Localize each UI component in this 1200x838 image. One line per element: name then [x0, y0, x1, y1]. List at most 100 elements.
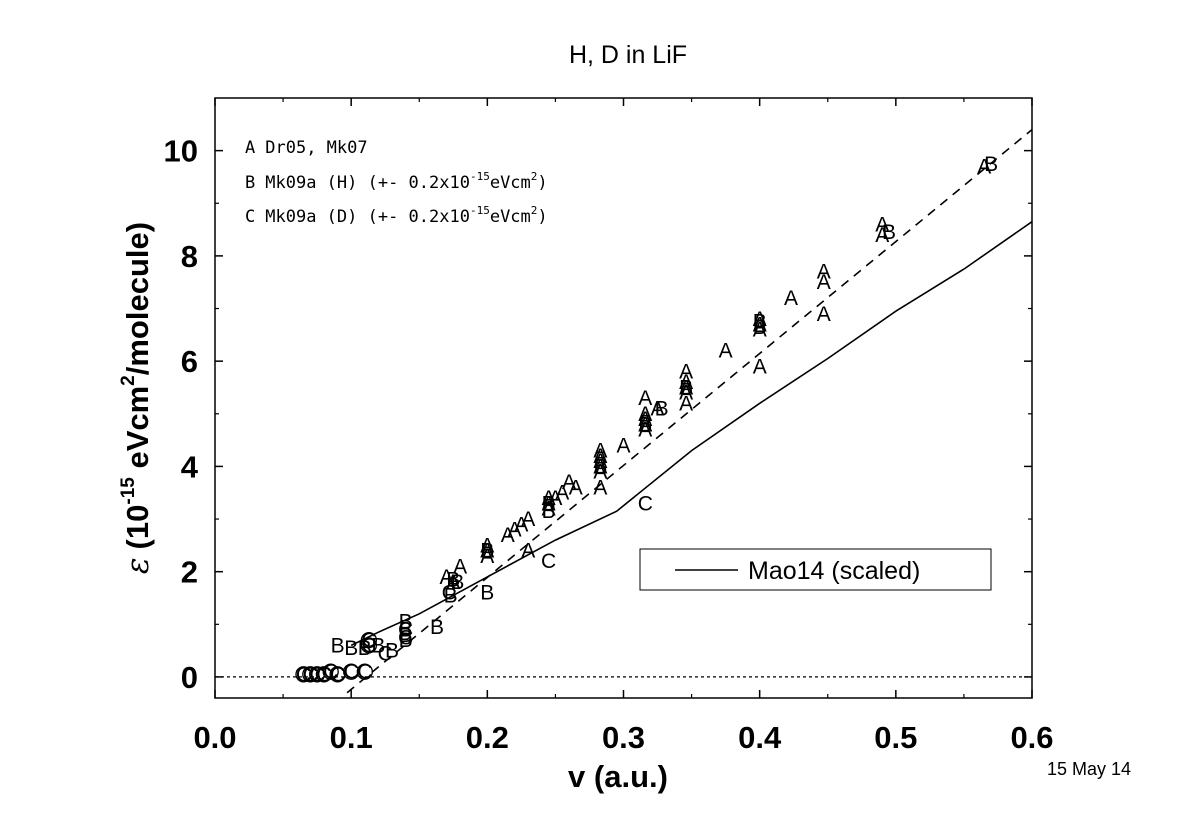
point-b-0: B [331, 634, 345, 657]
point-a-33: A [679, 377, 693, 400]
point-a-40: A [753, 355, 767, 378]
point-c-14: C [541, 550, 556, 573]
open-circle-4 [322, 663, 339, 680]
point-b-13: B [480, 582, 494, 605]
axis-ticks: 0.0 0.1 0.2 0.3 0.4 0.5 0.6 0 2 4 6 8 10 [164, 98, 1054, 755]
fit-line-dashed [346, 128, 1033, 694]
annotation-b-exp: -15 [470, 170, 490, 183]
point-a-18: A [593, 440, 607, 463]
point-a-8: A [514, 513, 528, 536]
x-tick-label-5: 0.5 [874, 720, 917, 755]
point-a-21: A [593, 455, 607, 478]
point-a-9: A [521, 508, 535, 531]
point-a-29: A [638, 419, 652, 442]
point-b-7: B [399, 624, 413, 647]
point-a-27: A [638, 408, 652, 431]
annotation-c-unit: eVcm [490, 207, 531, 227]
point-a-42: A [817, 261, 831, 284]
point-a-2: A [453, 555, 467, 578]
annotation-a-text: Dr05, Mk07 [265, 138, 367, 158]
annotation-b-text: Mk09a (H) (+- 0.2x10 [265, 173, 470, 193]
point-a-14: A [548, 487, 562, 510]
point-a-43: A [817, 271, 831, 294]
point-a-6: A [501, 524, 515, 547]
point-a-22: A [593, 461, 607, 484]
point-b-15: B [542, 492, 556, 515]
annotation-b-close: ) [537, 173, 547, 193]
y-axis-label-mid: eVcm [120, 386, 155, 477]
point-a-19: A [593, 445, 607, 468]
annotation-c-marker: C [245, 207, 255, 227]
open-circle-7 [356, 663, 373, 680]
annotation-a-marker: A [245, 138, 255, 158]
point-c-13: C [442, 582, 457, 605]
point-a-47: A [977, 155, 991, 178]
point-a-44: A [817, 303, 831, 326]
plot-area: AAAAAAAAAAAAAAAAAAAAAAAAAAAAAAAAAAAAAAAA… [215, 128, 1033, 694]
date-stamp: 15 May 14 [1047, 759, 1131, 779]
point-a-24: A [616, 434, 630, 457]
open-circle-5 [329, 666, 346, 683]
point-b-11: B [446, 569, 460, 592]
open-circle-3 [315, 666, 333, 683]
point-a-41: A [784, 287, 798, 310]
point-a-25: A [638, 387, 652, 410]
point-b-6: B [399, 619, 413, 642]
x-tick-label-3: 0.3 [602, 720, 645, 755]
point-a-45: A [875, 213, 889, 236]
point-a-34: A [679, 382, 693, 405]
point-c-10: C [378, 642, 393, 665]
point-a-35: A [679, 392, 693, 415]
x-tick-label-1: 0.1 [330, 720, 373, 755]
y-tick-label-1: 2 [181, 555, 198, 590]
point-b-18: B [638, 413, 652, 436]
y-axis-label-symbol: ε [120, 557, 156, 574]
point-a-7: A [508, 519, 522, 542]
x-tick-label-0: 0.0 [193, 720, 236, 755]
annotation-b-marker: B [245, 173, 255, 193]
point-c-15: C [638, 492, 653, 515]
point-b-24: B [984, 153, 998, 176]
y-tick-label-3: 6 [181, 344, 198, 379]
point-b-12: B [450, 571, 464, 594]
x-tick-label-6: 0.6 [1010, 720, 1053, 755]
series-line-mao14 [350, 221, 1033, 647]
point-a-31: A [679, 361, 693, 384]
point-a-39: A [753, 319, 767, 342]
point-b-21: B [753, 311, 767, 334]
point-a-26: A [638, 403, 652, 426]
point-b-8: B [399, 629, 413, 652]
point-b-10: B [444, 584, 458, 607]
point-a-23: A [593, 477, 607, 500]
point-b-19: B [655, 398, 669, 421]
point-a-12: A [542, 492, 556, 515]
annotation-a: A Dr05, Mk07 [245, 138, 368, 158]
open-circle-0 [295, 666, 312, 683]
point-a-5: A [480, 545, 494, 568]
y-tick-label-5: 10 [164, 134, 198, 169]
point-a-15: A [555, 482, 569, 505]
y-axis-label: ε (10-15 eVcm2/molecule) [118, 222, 156, 574]
point-b-14: B [480, 540, 494, 563]
point-a-3: A [480, 534, 494, 557]
point-b-23: B [882, 221, 896, 244]
y-axis-label-sq: 2 [118, 375, 139, 386]
point-a-38: A [753, 313, 767, 336]
point-b-17: B [593, 455, 607, 478]
annotation-c-text: Mk09a (D) (+- 0.2x10 [265, 207, 470, 227]
annotation-c-sq: 2 [531, 204, 538, 217]
point-b-1: B [344, 637, 358, 660]
point-a-37: A [753, 308, 767, 331]
point-a-32: A [679, 371, 693, 394]
point-a-46: A [875, 224, 889, 247]
point-a-16: A [562, 471, 576, 494]
point-c-12: C [398, 627, 413, 650]
open-circle-9 [360, 637, 378, 654]
annotation-c-close: ) [537, 207, 547, 227]
point-a-0: A [439, 566, 453, 589]
y-axis-label-open: (10 [120, 505, 155, 550]
legend-label: Mao14 (scaled) [748, 557, 920, 585]
point-a-13: A [542, 498, 556, 521]
